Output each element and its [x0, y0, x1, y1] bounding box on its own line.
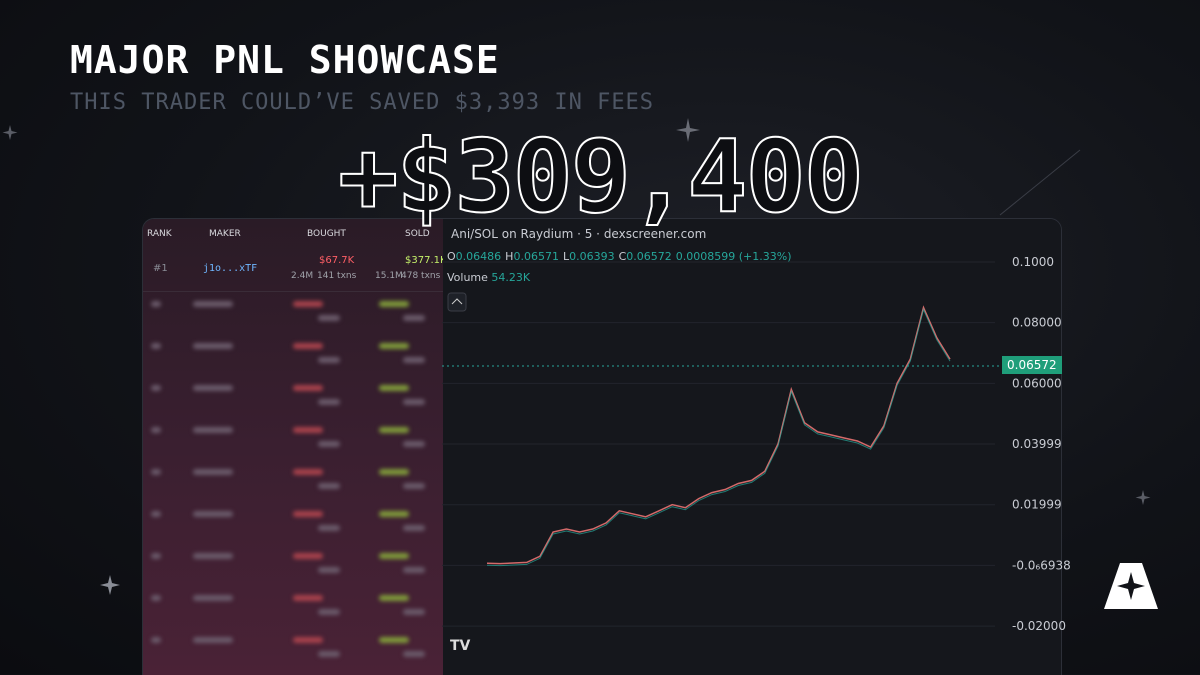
- table-row: #1 j1o...xTF $67.7K 2.4M 141 txns $377.1…: [143, 247, 447, 292]
- column-header: MAKER: [209, 229, 241, 239]
- blurred-cell: [151, 553, 161, 559]
- blurred-cell: [379, 553, 409, 559]
- blurred-cell: [403, 525, 425, 531]
- volume: 54.23K: [491, 271, 531, 284]
- column-header: SOLD: [405, 229, 430, 239]
- blurred-cell: [403, 567, 425, 573]
- blurred-cell: [403, 483, 425, 489]
- blurred-cell: [318, 567, 340, 573]
- ohlc-label: L: [562, 250, 570, 263]
- blurred-cell: [379, 427, 409, 433]
- blurred-cell: [151, 427, 161, 433]
- blurred-cell: [193, 553, 233, 559]
- maker: j1o...xTF: [203, 263, 258, 274]
- blurred-cell: [293, 469, 323, 475]
- blurred-cell: [293, 595, 323, 601]
- blurred-cell: [293, 385, 323, 391]
- volume-label: Volume: [447, 271, 488, 284]
- panel: RANK MAKER BOUGHT SOLD #1 j1o...xTF $67.…: [142, 218, 1062, 675]
- blurred-cell: [379, 511, 409, 517]
- blurred-cell: [193, 427, 233, 433]
- blurred-cell: [151, 343, 161, 349]
- blurred-cell: [293, 301, 323, 307]
- ohlc-value: 0.06572: [626, 250, 672, 263]
- bought: $67.7K: [319, 255, 355, 266]
- blurred-cell: [318, 315, 340, 321]
- sold-amount: 15.1M: [375, 271, 403, 281]
- blurred-cell: [379, 637, 409, 643]
- volume-row: Volume 54.23K: [447, 271, 530, 284]
- ohlc-label: O: [447, 250, 456, 263]
- blurred-cell: [403, 441, 425, 447]
- blurred-cell: [379, 301, 409, 307]
- blurred-cell: [403, 399, 425, 405]
- blurred-cell: [293, 343, 323, 349]
- column-header: RANK: [147, 229, 172, 239]
- blurred-cell: [193, 637, 233, 643]
- bought-txns: 141 txns: [317, 271, 357, 281]
- blurred-cell: [193, 595, 233, 601]
- blurred-cell: [293, 553, 323, 559]
- blurred-cell: [379, 343, 409, 349]
- blurred-cell: [379, 385, 409, 391]
- blurred-cell: [318, 483, 340, 489]
- ohlc-value: 0.06571: [513, 250, 559, 263]
- blurred-cell: [151, 469, 161, 475]
- blurred-cell: [151, 595, 161, 601]
- blurred-cell: [379, 469, 409, 475]
- blurred-cell: [193, 301, 233, 307]
- ohlc-value: 0.06486: [455, 250, 502, 263]
- blurred-cell: [403, 357, 425, 363]
- ohlc-label: H: [505, 250, 514, 263]
- change: 0.0008599 (+1.33%): [675, 250, 792, 263]
- blurred-cell: [379, 595, 409, 601]
- blurred-cell: [193, 511, 233, 517]
- sold-txns: 478 txns: [401, 271, 441, 281]
- blurred-cell: [151, 301, 161, 307]
- blurred-cell: [193, 469, 233, 475]
- rank: #1: [153, 263, 168, 274]
- last-price-tag: 0.06572: [1002, 356, 1062, 374]
- ohlc-label: C: [618, 250, 627, 263]
- blurred-cell: [318, 525, 340, 531]
- price-chart: Ani/SOL on Raydium · 5 · dexscreener.com…: [443, 219, 1061, 675]
- sold: $377.1K: [405, 255, 447, 266]
- blurred-cell: [151, 385, 161, 391]
- blurred-cell: [318, 651, 340, 657]
- blurred-cell: [318, 357, 340, 363]
- blurred-cell: [151, 511, 161, 517]
- blurred-cell: [151, 637, 161, 643]
- blurred-cell: [403, 315, 425, 321]
- blurred-cell: [318, 441, 340, 447]
- ohlc: O0.06486 H0.06571 L0.06393 C0.06572 0.000859…: [447, 250, 792, 263]
- subtitle: THIS TRADER COULD’VE SAVED $3,393 IN FEE…: [70, 90, 655, 115]
- blurred-cell: [193, 343, 233, 349]
- blurred-cell: [193, 385, 233, 391]
- column-header: BOUGHT: [307, 229, 346, 239]
- pnl-amount: +$309,400: [337, 117, 865, 236]
- blurred-cell: [318, 399, 340, 405]
- bought-amount: 2.4M: [291, 271, 314, 281]
- blurred-cell: [318, 609, 340, 615]
- blurred-cell: [293, 637, 323, 643]
- blurred-cell: [293, 427, 323, 433]
- title: MAJOR PNL SHOWCASE: [70, 38, 500, 82]
- ohlc-value: 0.06393: [569, 250, 615, 263]
- blurred-cell: [403, 651, 425, 657]
- blurred-cell: [293, 511, 323, 517]
- trader-table: RANK MAKER BOUGHT SOLD #1 j1o...xTF $67.…: [143, 219, 447, 675]
- blurred-cell: [403, 609, 425, 615]
- pair: Ani/SOL on Raydium · 5 · dexscreener.com: [451, 227, 707, 241]
